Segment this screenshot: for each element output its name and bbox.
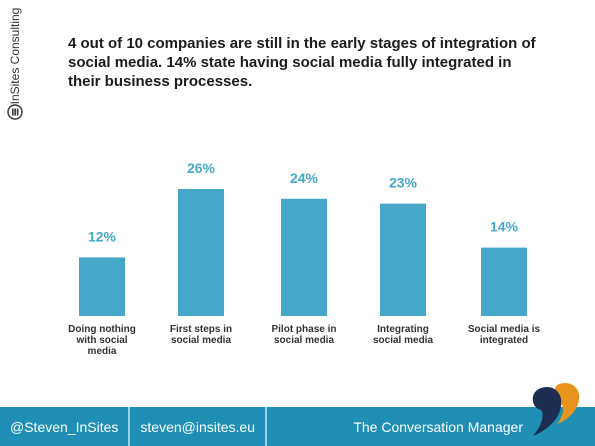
category-label: Social media is integrated <box>468 324 541 346</box>
value-label: 26% <box>187 160 216 176</box>
category-label: Pilot phase in social media <box>271 324 336 346</box>
value-label: 14% <box>490 219 519 235</box>
footer-divider <box>265 407 267 446</box>
quote-mark-icon <box>532 382 580 436</box>
value-label-group: 12% 26% 24% 23% 14% <box>88 160 519 244</box>
slide-headline: 4 out of 10 companies are still in the e… <box>68 35 536 90</box>
category-label: Doing nothing with social media <box>68 324 136 357</box>
category-label: First steps in social media <box>170 324 232 346</box>
bar <box>281 198 327 316</box>
email-link[interactable]: steven@insites.eu <box>140 418 255 435</box>
footer-tagline: The Conversation Manager <box>353 418 523 435</box>
value-label: 24% <box>290 170 319 186</box>
insites-logo-icon <box>7 104 23 120</box>
bar <box>178 189 224 316</box>
value-label: 12% <box>88 228 117 244</box>
twitter-handle-link[interactable]: @Steven_InSites <box>10 418 119 435</box>
bar <box>79 257 125 316</box>
category-label-group: Doing nothing with social media First steps… <box>68 324 540 357</box>
footer-divider <box>128 407 131 446</box>
footer-bar: @Steven_InSites steven@insites.eu The Co… <box>0 407 595 446</box>
brand-sidebar: InSites Consulting <box>0 0 30 140</box>
bar-group <box>79 189 527 316</box>
value-label: 23% <box>389 175 418 191</box>
bar <box>481 247 527 316</box>
bar <box>380 203 426 316</box>
bar-chart: 12% 26% 24% 23% 14% Doing nothing with social… <box>68 160 540 357</box>
category-label: Integrating social media <box>373 324 433 346</box>
